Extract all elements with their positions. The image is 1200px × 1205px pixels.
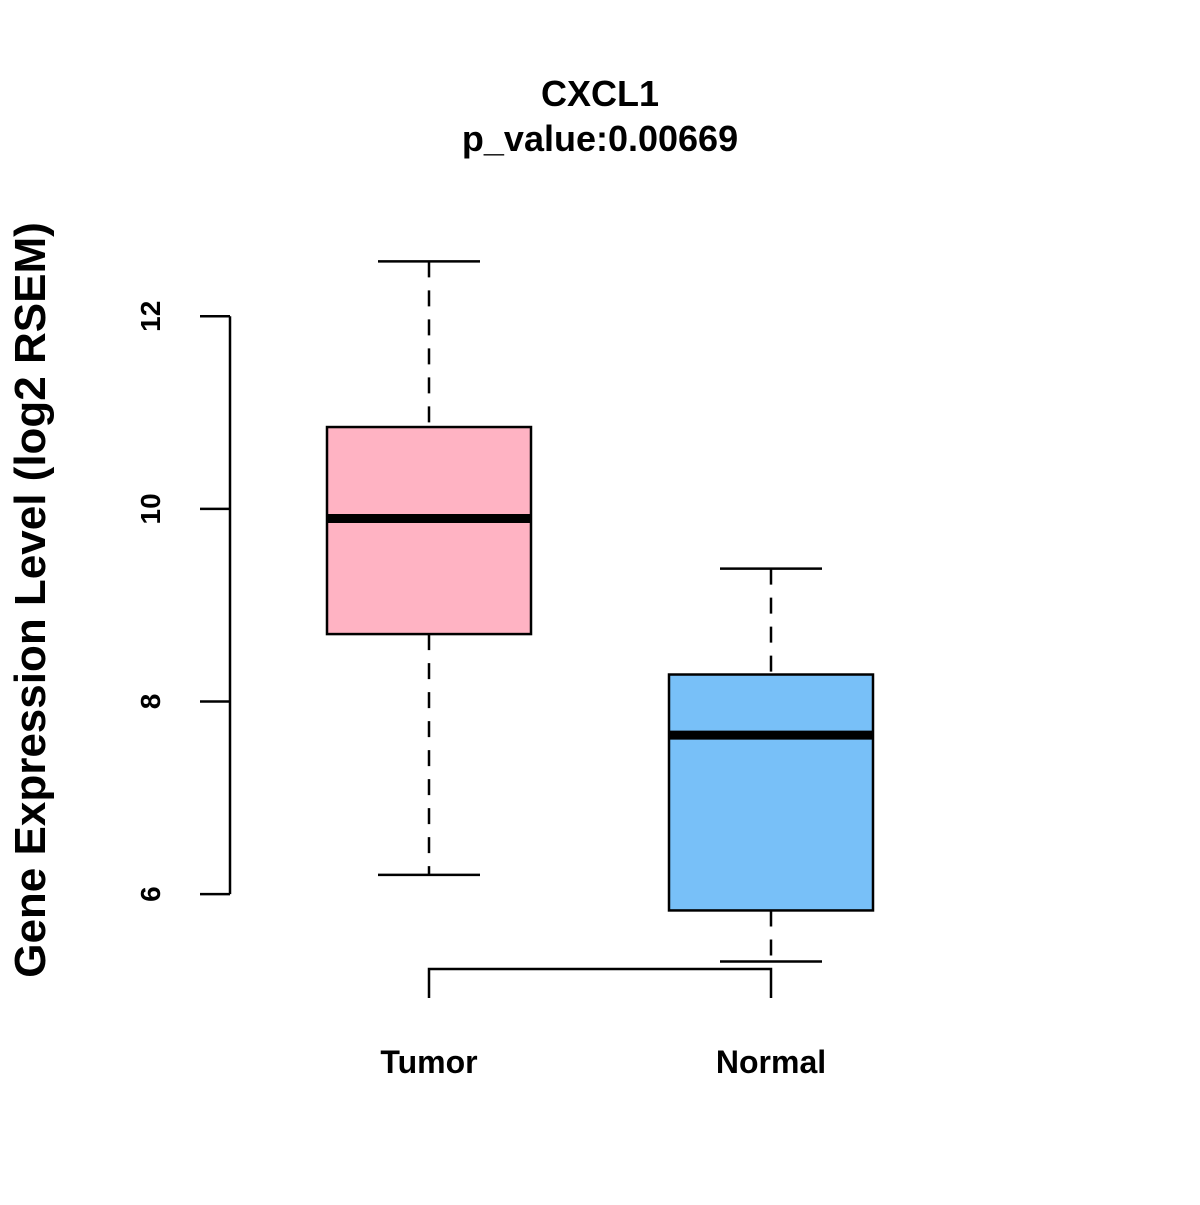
bracket-line [427, 967, 773, 998]
y-tick-label: 10 [135, 493, 166, 524]
box-tumor [325, 260, 533, 877]
chart-subtitle: p_value:0.00669 [462, 118, 738, 159]
x-label-tumor: Tumor [380, 1044, 477, 1080]
y-tick-label: 6 [135, 886, 166, 902]
chart-title: CXCL1 [541, 73, 659, 114]
x-label-normal: Normal [716, 1044, 826, 1080]
comparison-bracket [427, 967, 773, 998]
y-tick-label: 12 [135, 301, 166, 332]
box-normal [667, 567, 875, 963]
iqr-box [667, 673, 875, 912]
iqr-box [325, 425, 533, 636]
y-axis-label: Gene Expression Level (log2 RSEM) [6, 222, 55, 978]
x-axis-labels: Tumor Normal [380, 1044, 826, 1080]
y-axis: 6 8 10 12 [135, 301, 232, 902]
box-group [325, 260, 875, 963]
y-tick-label: 8 [135, 694, 166, 710]
